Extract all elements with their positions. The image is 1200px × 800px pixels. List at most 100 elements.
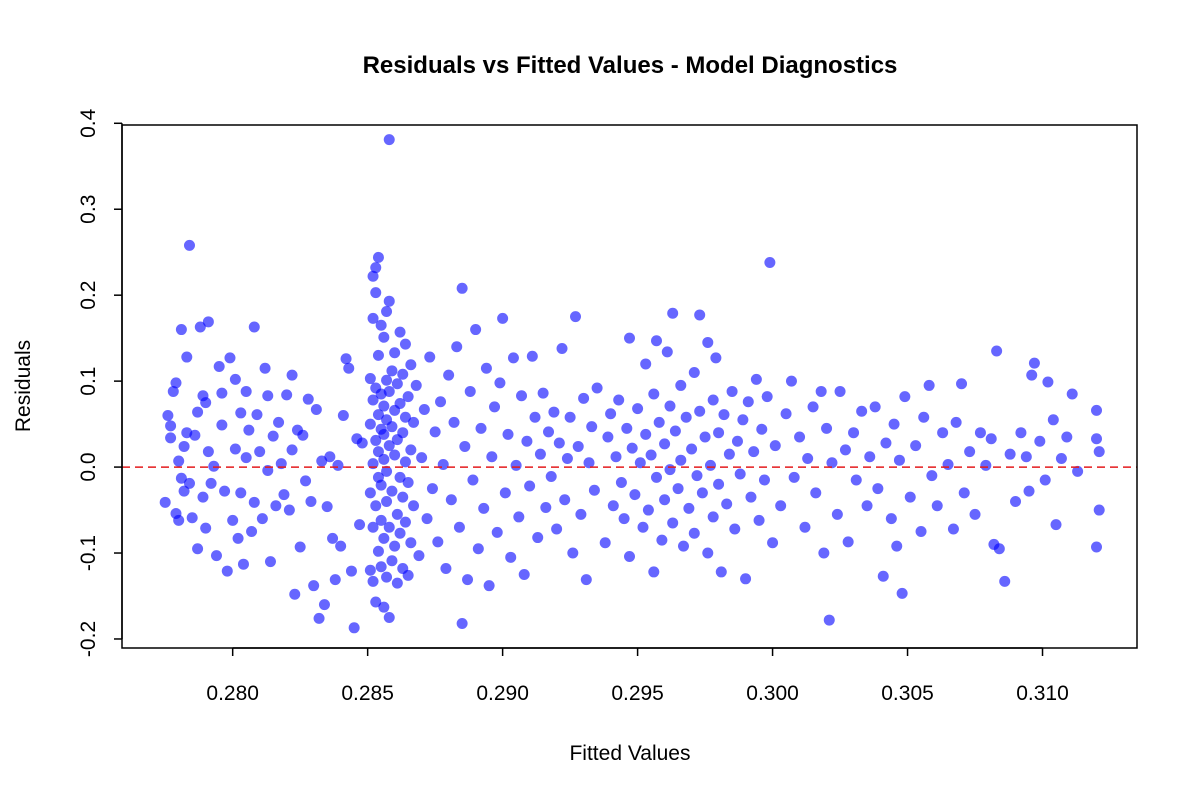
data-point <box>475 422 487 434</box>
data-point <box>561 452 573 464</box>
data-point <box>321 501 333 513</box>
data-point <box>189 429 201 441</box>
data-point <box>378 331 390 343</box>
data-point <box>175 324 187 336</box>
data-point <box>526 350 538 362</box>
data-point <box>251 409 263 421</box>
data-point <box>756 423 768 435</box>
data-point <box>389 540 401 552</box>
data-point <box>383 385 395 397</box>
data-point <box>923 379 935 391</box>
data-point <box>286 369 298 381</box>
data-point <box>378 601 390 613</box>
data-point <box>578 392 590 404</box>
data-point <box>302 393 314 405</box>
data-point <box>426 483 438 495</box>
data-point <box>394 397 406 409</box>
data-point <box>675 379 687 391</box>
data-point <box>896 587 908 599</box>
data-point <box>785 375 797 387</box>
y-tick-label: 0.4 <box>77 108 100 138</box>
data-point <box>370 287 382 299</box>
data-point <box>397 427 409 439</box>
data-point <box>397 491 409 503</box>
data-point <box>375 319 387 331</box>
data-point <box>383 440 395 452</box>
data-point <box>615 477 627 489</box>
data-point <box>524 480 536 492</box>
data-point <box>553 437 565 449</box>
data-point <box>375 514 387 526</box>
data-point <box>383 521 395 533</box>
data-point <box>202 316 214 328</box>
y-axis: -0.2 -0.1 0.0 0.1 0.2 0.3 0.4 <box>77 108 123 657</box>
data-point <box>494 377 506 389</box>
data-point <box>391 508 403 520</box>
data-point <box>650 471 662 483</box>
data-point <box>297 429 309 441</box>
data-point <box>702 547 714 559</box>
data-point <box>826 457 838 469</box>
data-point <box>294 541 306 553</box>
data-point <box>208 460 220 472</box>
data-point <box>394 471 406 483</box>
data-point <box>707 511 719 523</box>
data-point <box>588 484 600 496</box>
data-point <box>216 387 228 399</box>
data-point <box>391 577 403 589</box>
data-point <box>489 401 501 413</box>
data-point <box>394 527 406 539</box>
data-point <box>248 321 260 333</box>
x-tick-label: 0.280 <box>206 682 259 705</box>
data-point <box>443 369 455 381</box>
data-point <box>399 516 411 528</box>
x-tick-label: 0.295 <box>611 682 664 705</box>
data-point <box>780 408 792 420</box>
data-point <box>999 575 1011 587</box>
data-point <box>583 457 595 469</box>
data-point <box>246 526 258 538</box>
x-axis-label: Fitted Values <box>569 742 690 765</box>
data-point <box>348 622 360 634</box>
data-point <box>389 449 401 461</box>
data-point <box>399 411 411 423</box>
data-point <box>653 416 665 428</box>
data-point <box>200 397 212 409</box>
data-point <box>621 422 633 434</box>
data-point <box>634 457 646 469</box>
data-point <box>1055 452 1067 464</box>
data-point <box>372 545 384 557</box>
data-point <box>210 550 222 562</box>
data-point <box>256 513 268 525</box>
data-point <box>202 446 214 458</box>
data-point <box>200 522 212 534</box>
data-point <box>399 338 411 350</box>
data-point <box>205 477 217 489</box>
data-point <box>405 444 417 456</box>
x-axis: 0.280 0.285 0.290 0.295 0.300 0.305 0.310 <box>206 647 1069 705</box>
data-point <box>402 477 414 489</box>
data-point <box>1091 433 1103 445</box>
data-point <box>229 443 241 455</box>
data-point <box>688 527 700 539</box>
data-point <box>869 401 881 413</box>
data-point <box>856 405 868 417</box>
data-point <box>378 400 390 412</box>
data-point <box>459 440 471 452</box>
data-point <box>680 411 692 423</box>
data-point <box>626 442 638 454</box>
data-point <box>224 352 236 364</box>
data-point <box>510 459 522 471</box>
data-point <box>281 389 293 401</box>
data-point <box>753 514 765 526</box>
data-point <box>699 431 711 443</box>
data-point <box>178 485 190 497</box>
y-tick-label: 0.3 <box>77 195 100 224</box>
data-point <box>397 368 409 380</box>
data-point <box>872 483 884 495</box>
data-point <box>764 257 776 269</box>
data-point <box>931 500 943 512</box>
data-point <box>591 382 603 394</box>
data-point <box>402 391 414 403</box>
data-point <box>308 580 320 592</box>
